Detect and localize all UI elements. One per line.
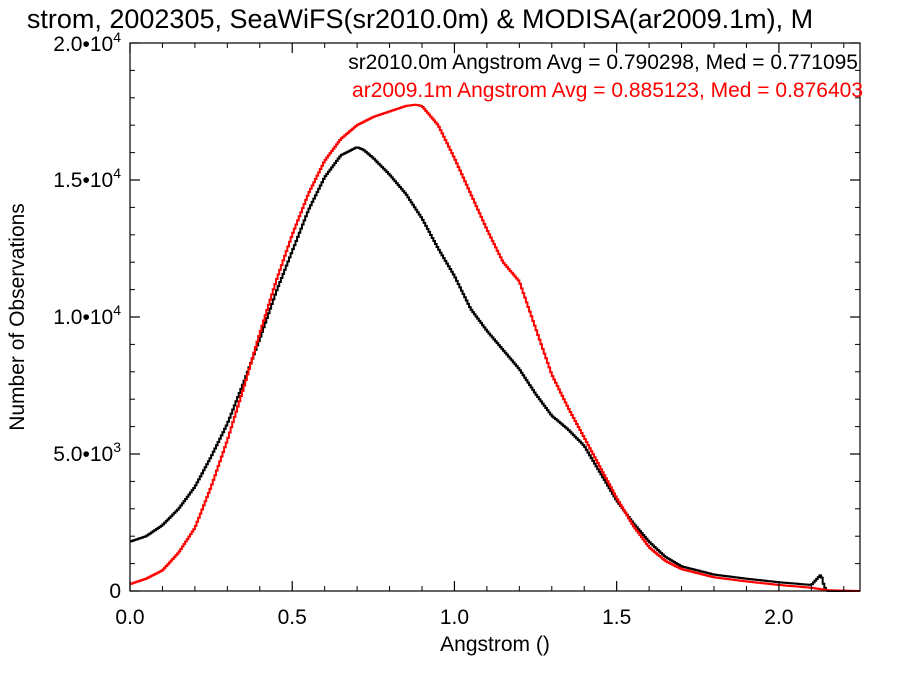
- x-tick-label-0: 0.0: [115, 606, 144, 629]
- chart-title: strom, 2002305, SeaWiFS(sr2010.0m) & MOD…: [27, 4, 813, 34]
- y-axis-label: Number of Observations: [6, 203, 29, 431]
- y-tick-label-4: 2.0•104: [53, 29, 121, 56]
- x-tick-label-2: 1.0: [440, 606, 469, 629]
- series-line-0: [130, 146, 860, 592]
- annotation-sr2010: sr2010.0m Angstrom Avg = 0.790298, Med =…: [348, 51, 858, 74]
- x-tick-label-1: 0.5: [278, 606, 307, 629]
- y-tick-label-1: 5.0•103: [53, 439, 121, 466]
- x-tick-label-3: 1.5: [602, 606, 631, 629]
- plot-frame: [129, 42, 861, 592]
- x-axis-label: Angstrom (): [440, 633, 550, 656]
- y-tick-label-3: 1.5•104: [53, 165, 121, 192]
- x-tick-label-4: 2.0: [764, 606, 793, 629]
- y-axis: 0 5.0•103 1.0•104 1.5•104 2.0•104: [53, 29, 860, 603]
- x-axis: 0.0 0.5 1.0 1.5 2.0: [115, 43, 845, 629]
- annotation-ar2009: ar2009.1m Angstrom Avg = 0.885123, Med =…: [352, 79, 863, 102]
- y-tick-label-2: 1.0•104: [53, 302, 121, 329]
- y-tick-label-0: 0: [109, 580, 121, 603]
- series-layer: [130, 103, 860, 592]
- series-line-1: [130, 103, 860, 592]
